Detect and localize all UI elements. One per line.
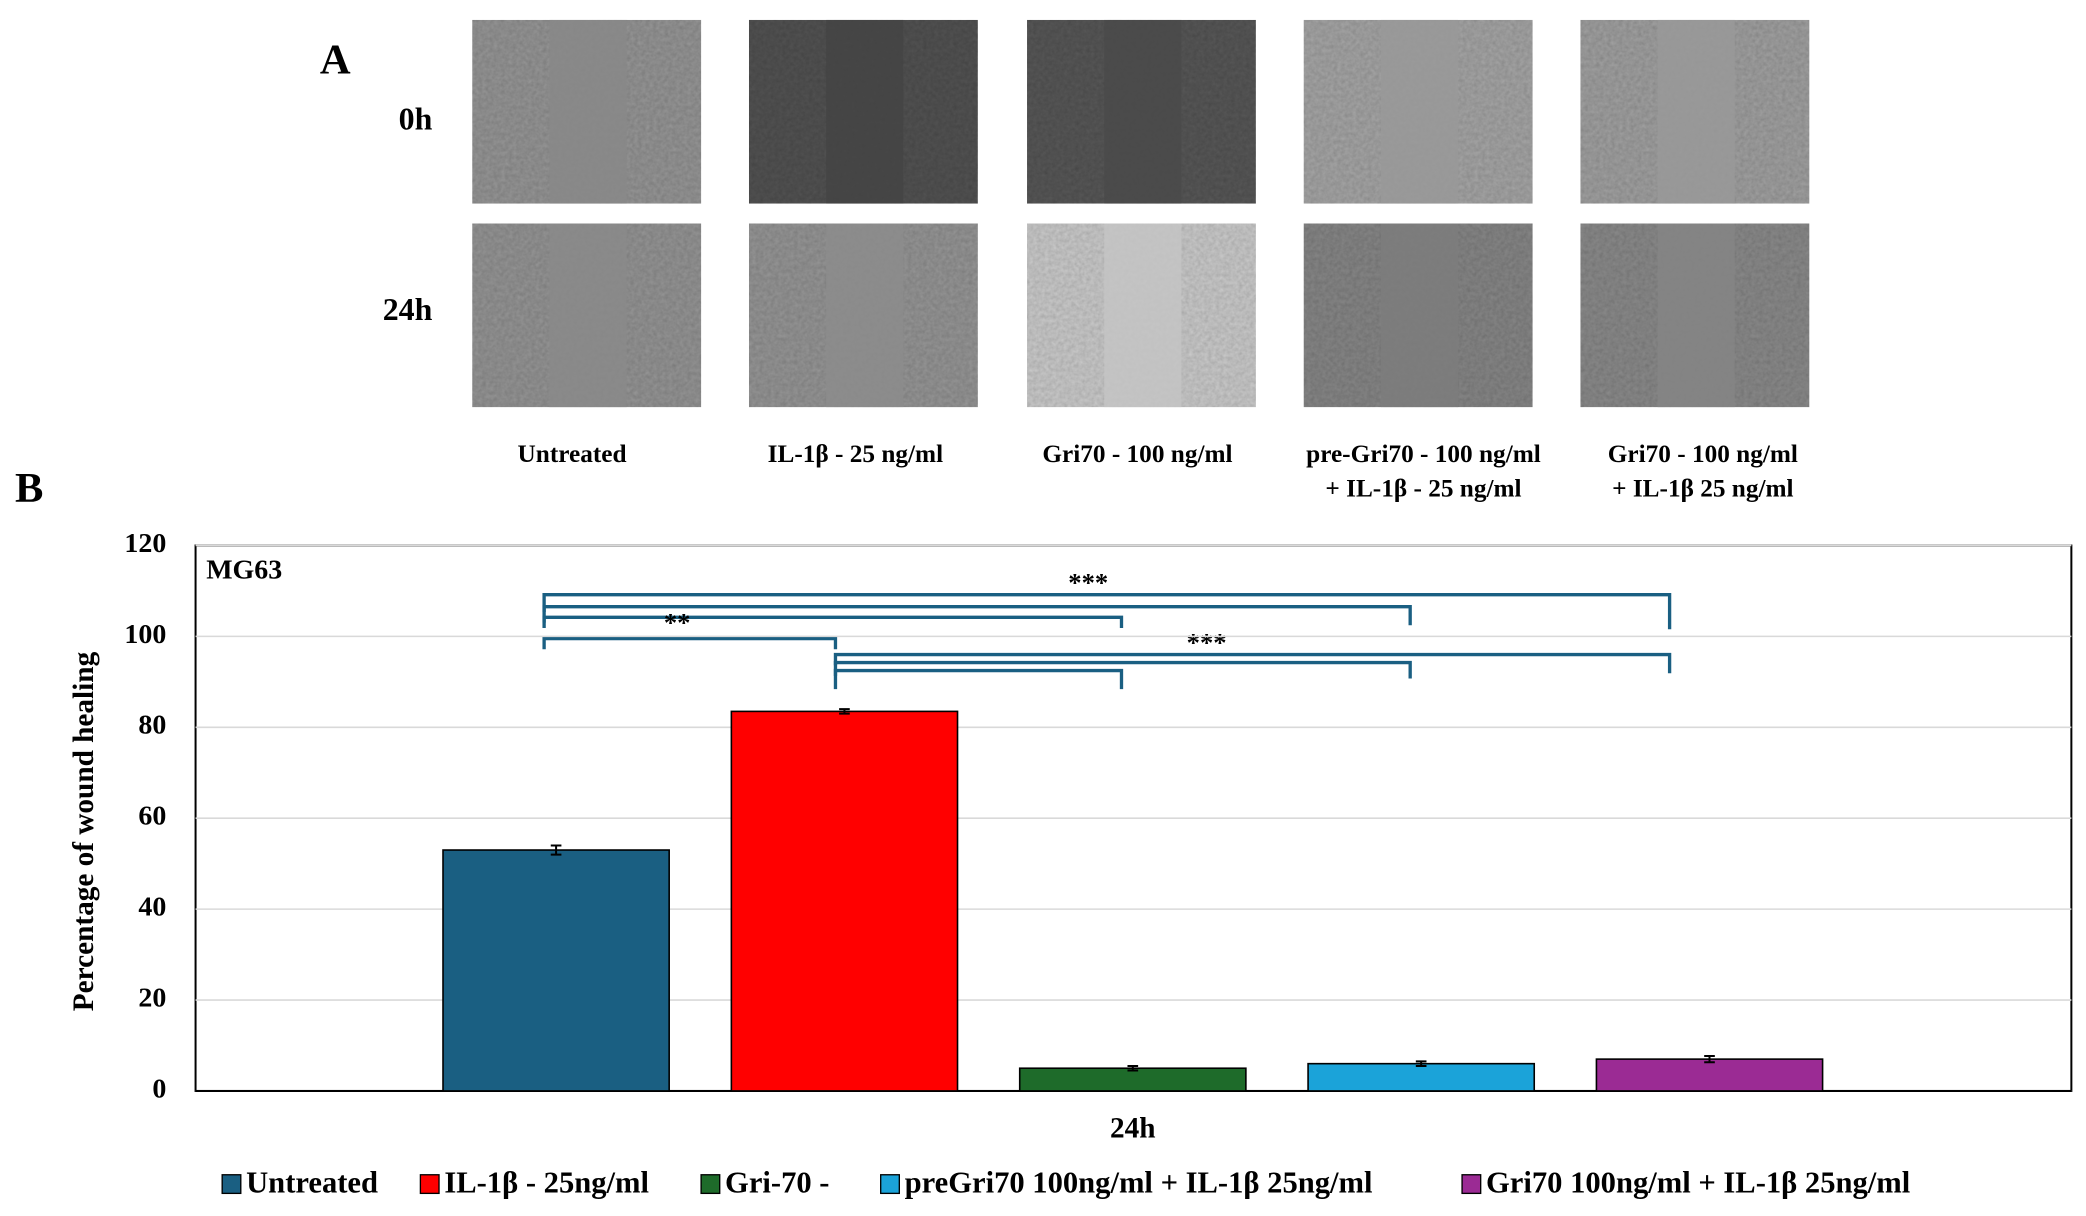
- annotation: MG63: [206, 554, 282, 585]
- y-tick-label: 40: [138, 892, 166, 923]
- wound-gap: [549, 19, 627, 204]
- bar: [442, 849, 670, 1092]
- legend-label: Untreated: [246, 1165, 378, 1199]
- wound-gap: [826, 19, 904, 204]
- y-tick-label: 20: [138, 982, 166, 1013]
- wound-gap: [826, 223, 904, 408]
- significance-label: **: [664, 607, 691, 637]
- error-bar: [550, 844, 562, 856]
- bracket: [542, 593, 1672, 630]
- panel-a: [472, 19, 1810, 408]
- y-axis-label: Percentage of wound healing: [68, 651, 100, 1011]
- x-tick-label: 24h: [1110, 1113, 1156, 1145]
- significance-label: ***: [1068, 567, 1108, 597]
- y-tick-label: 60: [138, 801, 166, 832]
- legend-swatch: [221, 1174, 242, 1195]
- error-bar: [1127, 1064, 1139, 1072]
- bracket: [833, 660, 1412, 679]
- significance-brackets: [542, 593, 1672, 690]
- error-bar: [839, 708, 850, 715]
- wound-gap: [1104, 223, 1182, 408]
- bracket: [833, 668, 1124, 690]
- significance-label: ***: [1187, 627, 1227, 657]
- legend-swatch: [700, 1174, 721, 1195]
- row-label: 24h: [383, 292, 433, 327]
- error-bar: [1704, 1054, 1715, 1064]
- bar: [1018, 1067, 1247, 1092]
- column-label: Gri70 - 100 ng/ml: [1608, 440, 1798, 468]
- wound-gap: [549, 223, 627, 408]
- bar: [730, 710, 959, 1092]
- legend-label: IL-1β - 25ng/ml: [444, 1165, 649, 1199]
- y-tick-label: 0: [152, 1073, 166, 1104]
- wound-gap: [1657, 223, 1735, 408]
- bracket: [542, 605, 1412, 626]
- column-label: Untreated: [518, 440, 627, 468]
- legend-swatch: [880, 1174, 900, 1195]
- bar: [1307, 1062, 1536, 1092]
- bracket: [833, 652, 1672, 674]
- legend-swatch: [419, 1174, 440, 1195]
- y-tick-label: 100: [124, 619, 166, 650]
- y-tick-label: 80: [138, 710, 166, 741]
- bracket: [542, 636, 838, 650]
- legend-label: preGri70 100ng/ml + IL-1β 25ng/ml: [905, 1165, 1373, 1199]
- column-label: IL-1β - 25 ng/ml: [768, 440, 943, 468]
- column-label: + IL-1β - 25 ng/ml: [1325, 475, 1521, 503]
- column-label: pre-Gri70 - 100 ng/ml: [1306, 440, 1541, 468]
- legend-swatch: [1461, 1174, 1482, 1195]
- wound-gap: [1380, 19, 1459, 204]
- error-bar: [1415, 1060, 1427, 1067]
- y-tick-label: 120: [124, 528, 166, 559]
- panel-label: A: [320, 37, 351, 84]
- wound-gap: [1657, 19, 1735, 204]
- column-label: + IL-1β 25 ng/ml: [1612, 475, 1793, 503]
- panel-label: B: [15, 465, 43, 512]
- legend-label: Gri70 100ng/ml + IL-1β 25ng/ml: [1486, 1165, 1910, 1199]
- row-label: 0h: [399, 102, 433, 137]
- bar: [1595, 1058, 1824, 1092]
- wound-gap: [1104, 19, 1182, 204]
- bracket: [542, 615, 1124, 628]
- legend-label: Gri-70 -: [725, 1165, 829, 1199]
- wound-gap: [1380, 223, 1459, 408]
- column-label: Gri70 - 100 ng/ml: [1042, 440, 1232, 468]
